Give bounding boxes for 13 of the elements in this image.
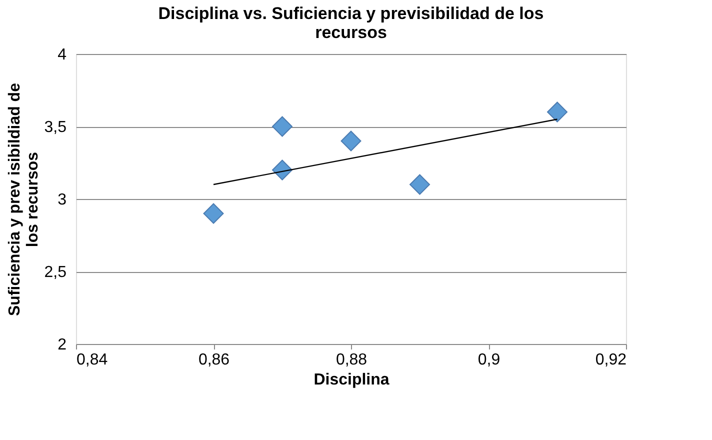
y-tick-label: 2,5 bbox=[44, 264, 67, 281]
x-tick-label: 0,84 bbox=[76, 352, 108, 368]
y-tick-label: 4 bbox=[58, 46, 67, 64]
y-tick-label: 3,5 bbox=[44, 119, 67, 136]
x-tick-label: 0,92 bbox=[595, 352, 627, 368]
x-tick-label: 0,86 bbox=[198, 352, 230, 368]
y-axis-title: Suficiencia y prev isibildiad de los recursos bbox=[6, 82, 42, 316]
x-tick-label: 0,9 bbox=[478, 352, 500, 368]
x-tick-label: 0,88 bbox=[336, 352, 368, 368]
y-tick-label: 2 bbox=[58, 336, 67, 354]
y-tick-label: 3 bbox=[58, 192, 67, 208]
x-axis-title: Disciplina bbox=[314, 372, 390, 388]
chart-title: Disciplina vs. Suficiencia y previsibilidad de los recursos bbox=[158, 4, 544, 42]
